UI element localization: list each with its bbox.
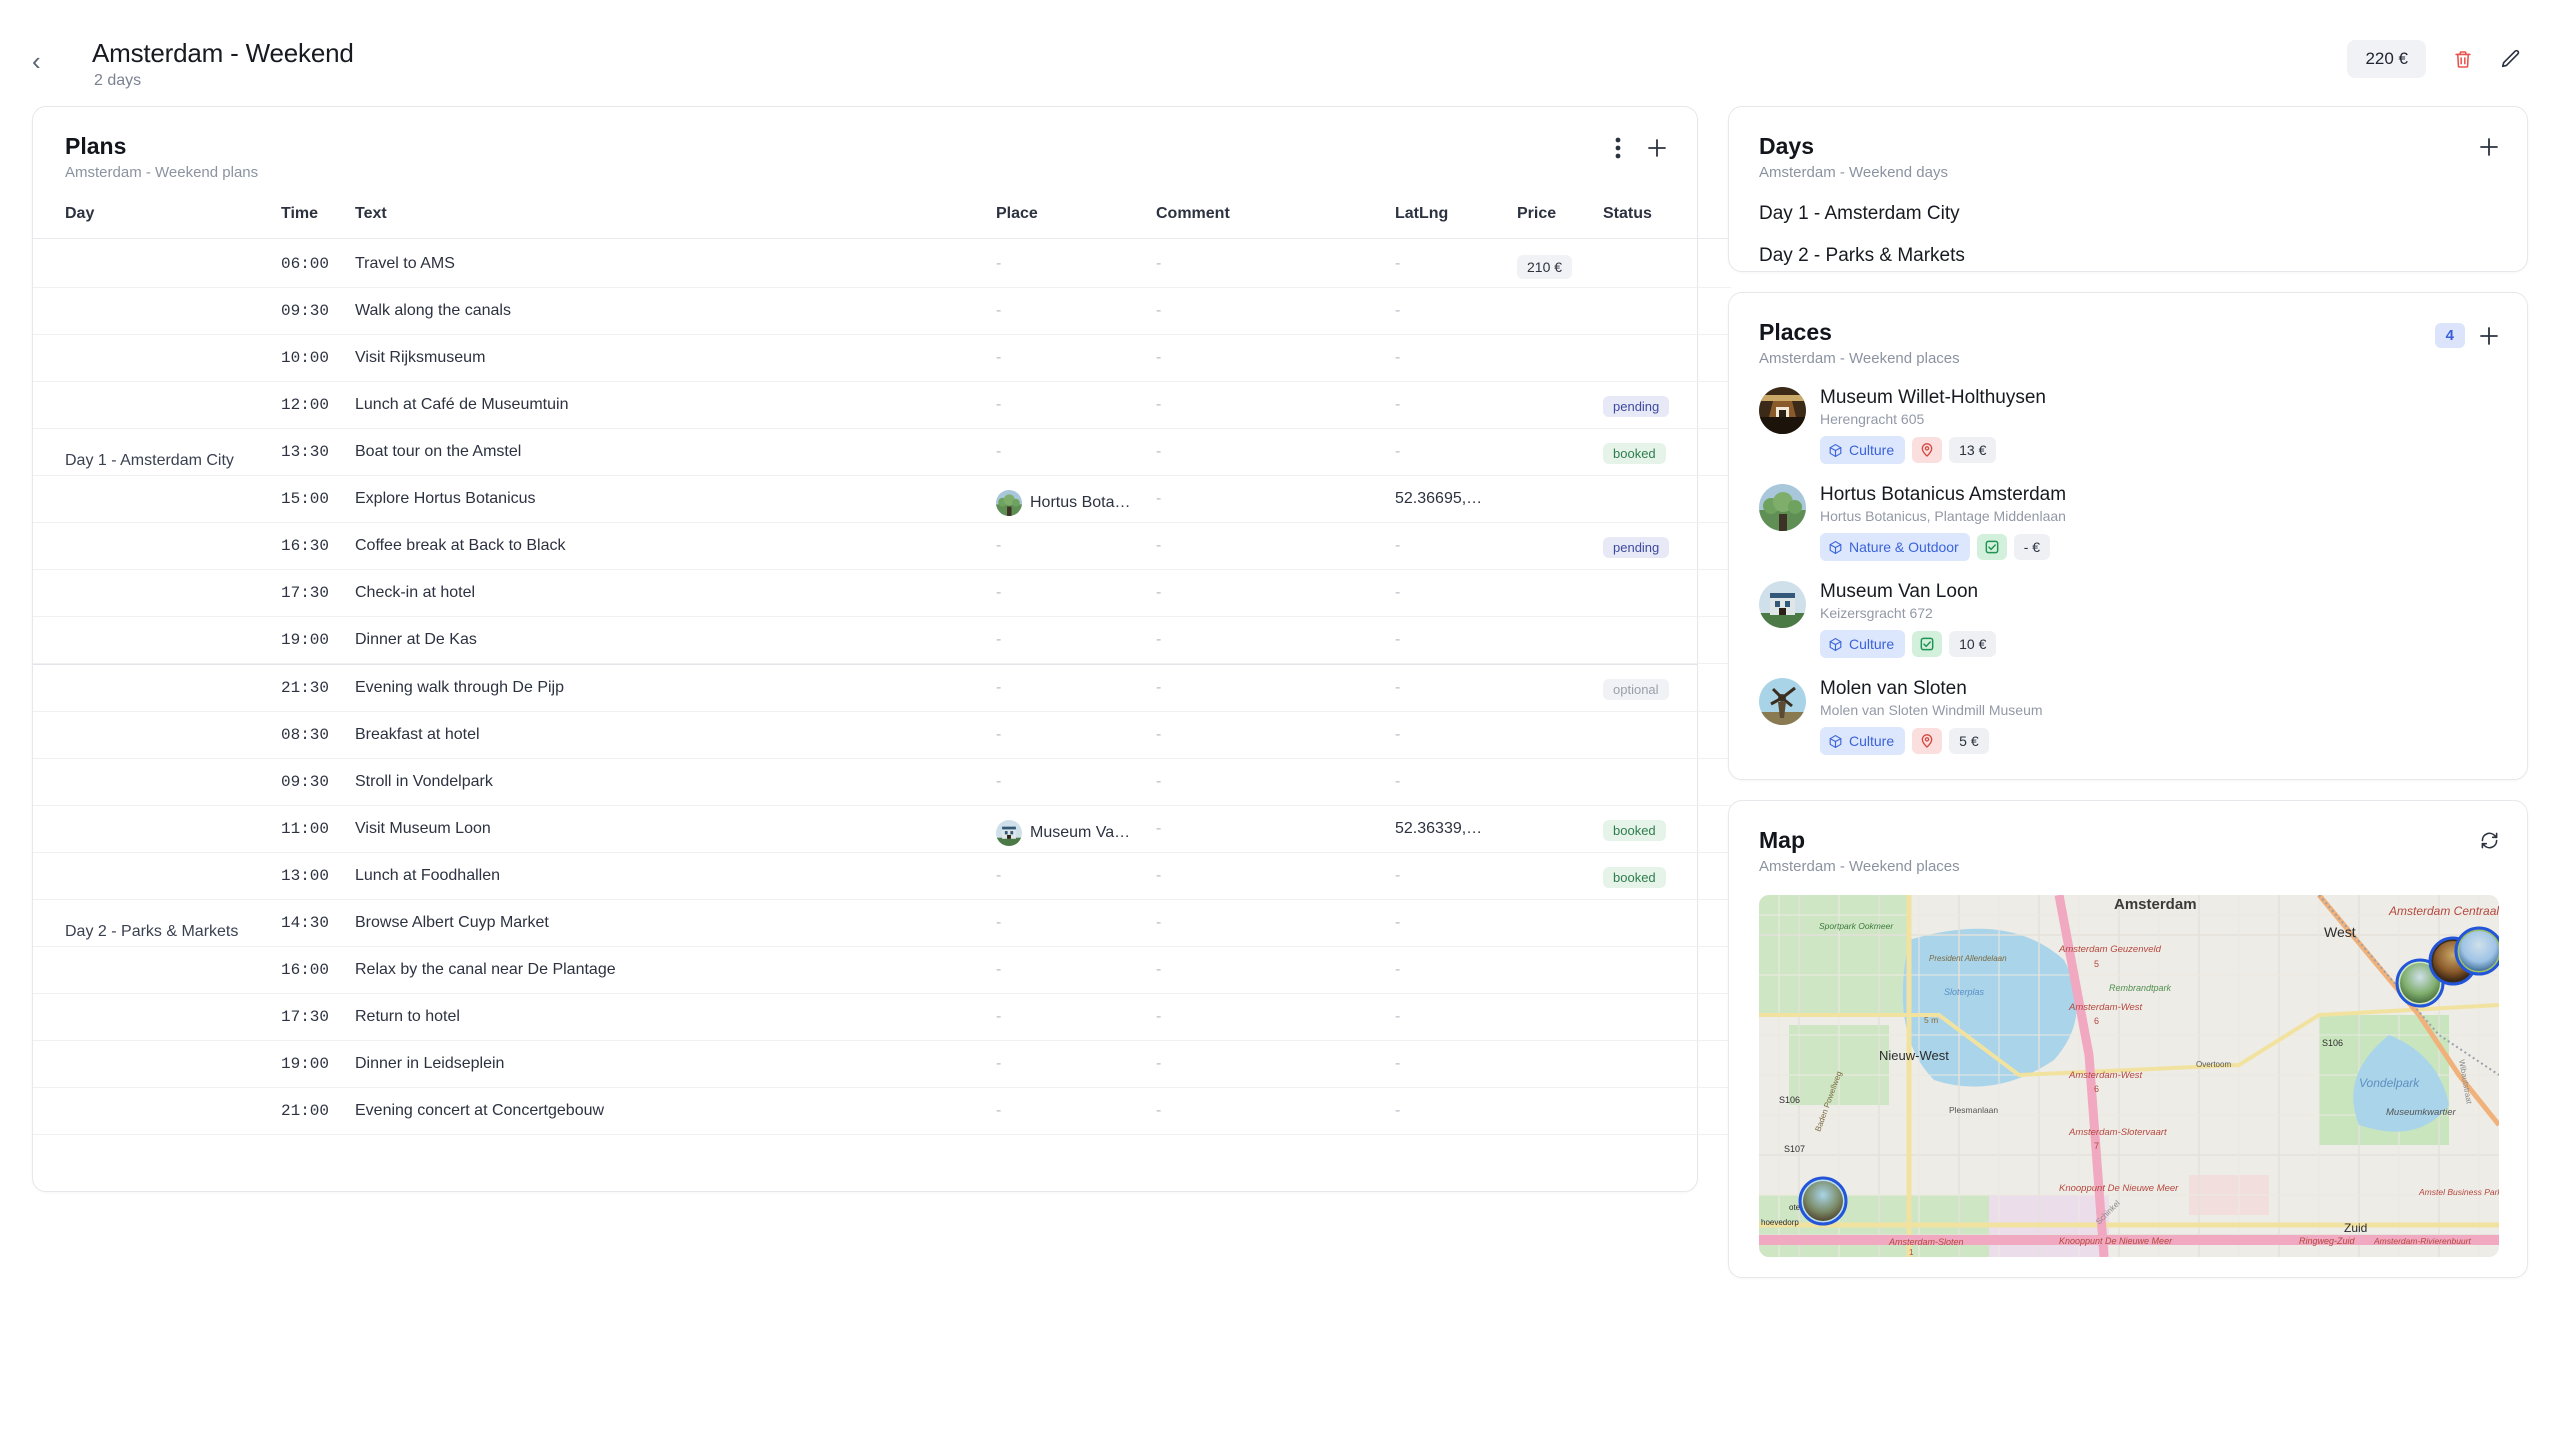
svg-text:Museumkwartier: Museumkwartier	[2386, 1107, 2457, 1118]
svg-text:Amsterdam-West: Amsterdam-West	[2068, 1070, 2143, 1081]
svg-text:5 m: 5 m	[1924, 1015, 1938, 1025]
svg-text:6: 6	[2094, 1016, 2099, 1026]
svg-text:6: 6	[2094, 1084, 2099, 1094]
svg-text:Rembrandtpark: Rembrandtpark	[2109, 983, 2172, 993]
svg-text:Overtoom: Overtoom	[2196, 1060, 2231, 1069]
svg-text:Amsterdam-West: Amsterdam-West	[2068, 1002, 2143, 1013]
svg-text:Zuid: Zuid	[2344, 1221, 2367, 1235]
svg-text:Ringweg-Zuid: Ringweg-Zuid	[2299, 1236, 2356, 1246]
svg-text:Amstel Business Park: Amstel Business Park	[2418, 1187, 2499, 1197]
svg-text:Nieuw-West: Nieuw-West	[1879, 1048, 1949, 1063]
svg-text:Amsterdam-Slotervaart: Amsterdam-Slotervaart	[2068, 1127, 2167, 1138]
svg-text:S106: S106	[2322, 1038, 2343, 1048]
svg-text:S106: S106	[1779, 1095, 1800, 1105]
svg-text:Amsterdam Geuzenveld: Amsterdam Geuzenveld	[2058, 944, 2162, 955]
svg-text:Amsterdam Centraal: Amsterdam Centraal	[2388, 904, 2499, 918]
svg-text:West: West	[2324, 924, 2356, 940]
svg-text:5: 5	[2094, 959, 2099, 969]
svg-text:Amsterdam-Sloten: Amsterdam-Sloten	[1888, 1237, 1964, 1247]
svg-text:S107: S107	[1784, 1144, 1805, 1154]
svg-text:7: 7	[2094, 1141, 2099, 1151]
svg-text:Plesmanlaan: Plesmanlaan	[1949, 1105, 1998, 1115]
svg-text:President Allendelaan: President Allendelaan	[1929, 954, 2007, 963]
svg-text:Knooppunt De Nieuwe Meer: Knooppunt De Nieuwe Meer	[2059, 1183, 2179, 1194]
svg-text:Knooppunt De Nieuwe Meer: Knooppunt De Nieuwe Meer	[2059, 1236, 2173, 1246]
svg-text:hoevedorp: hoevedorp	[1761, 1218, 1799, 1227]
svg-text:1: 1	[1909, 1248, 1914, 1257]
svg-text:Amsterdam-Rivierenbuurt: Amsterdam-Rivierenbuurt	[2373, 1236, 2471, 1246]
svg-text:Sportpark Ookmeer: Sportpark Ookmeer	[1819, 921, 1894, 931]
svg-text:Sloterplas: Sloterplas	[1944, 987, 1985, 997]
svg-text:Vondelpark: Vondelpark	[2359, 1076, 2420, 1090]
svg-text:Amsterdam: Amsterdam	[2114, 896, 2197, 913]
